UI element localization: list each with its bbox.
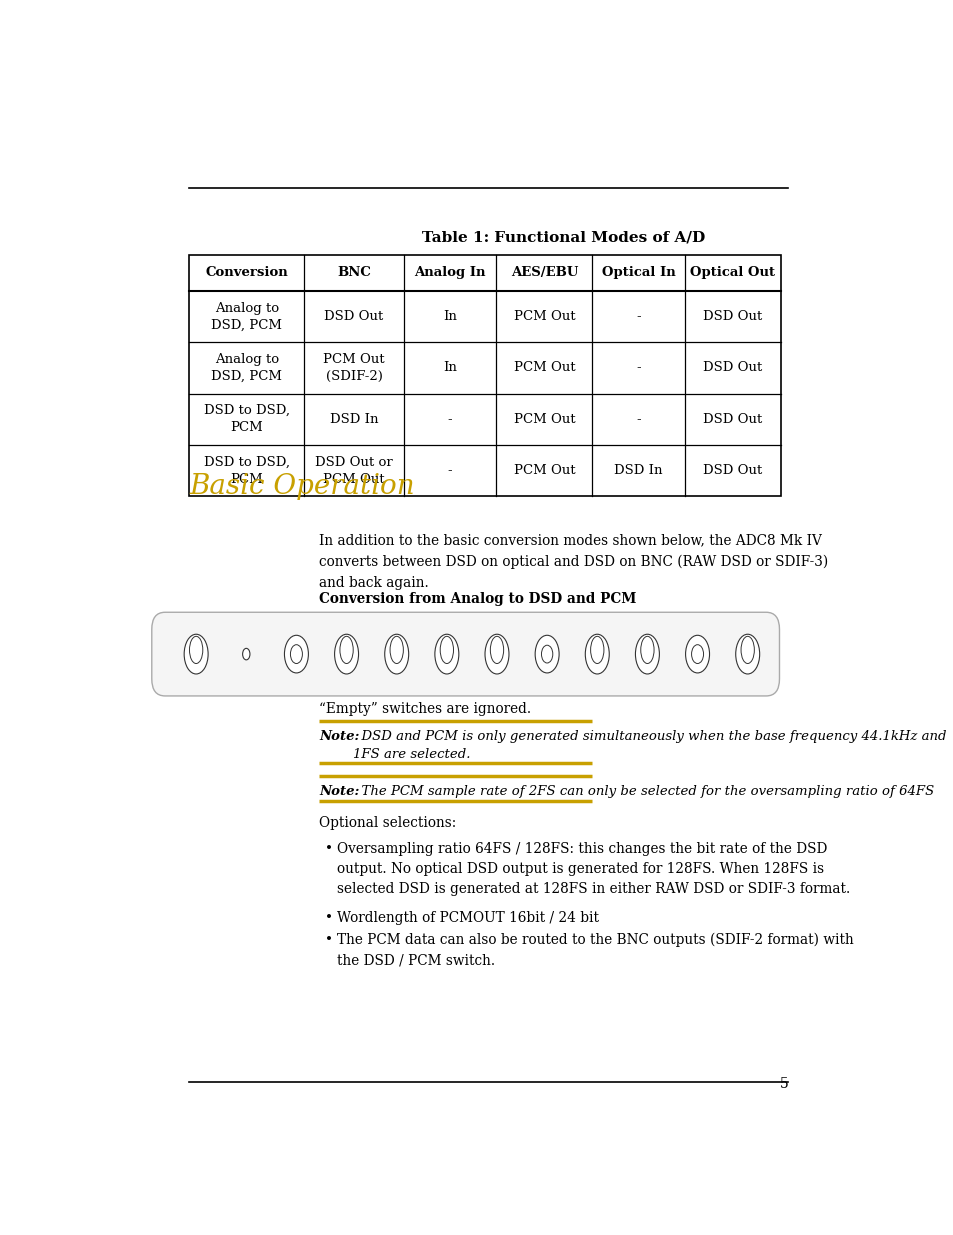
Ellipse shape — [585, 635, 609, 674]
Ellipse shape — [590, 636, 603, 663]
Text: DSD Out or
PCM Out: DSD Out or PCM Out — [314, 456, 393, 485]
Text: DSD to DSD,
PCM: DSD to DSD, PCM — [204, 404, 290, 435]
Ellipse shape — [541, 645, 552, 663]
Text: Conversion from Analog to DSD and PCM: Conversion from Analog to DSD and PCM — [318, 593, 636, 606]
Text: -: - — [636, 362, 640, 374]
Text: Note:: Note: — [318, 730, 359, 743]
Text: PCM Out: PCM Out — [513, 464, 575, 477]
Text: DSD Out: DSD Out — [702, 310, 761, 324]
Text: DSD Out: DSD Out — [324, 310, 383, 324]
Ellipse shape — [735, 635, 759, 674]
Text: PCM Out: PCM Out — [513, 310, 575, 324]
Text: DSD In: DSD In — [614, 464, 662, 477]
Text: The PCM sample rate of 2FS can only be selected for the oversampling ratio of 64: The PCM sample rate of 2FS can only be s… — [353, 785, 933, 798]
Text: DSD and PCM is only generated simultaneously when the base frequency 44.1kHz and: DSD and PCM is only generated simultaneo… — [353, 730, 945, 761]
Text: -: - — [447, 464, 452, 477]
Ellipse shape — [635, 635, 659, 674]
Ellipse shape — [335, 635, 358, 674]
FancyBboxPatch shape — [152, 613, 779, 697]
Text: •: • — [324, 842, 333, 856]
Text: 5: 5 — [779, 1077, 787, 1091]
Text: Note:: Note: — [318, 785, 359, 798]
Ellipse shape — [439, 636, 453, 663]
Text: Optical Out: Optical Out — [690, 267, 775, 279]
Text: Conversion: Conversion — [205, 267, 288, 279]
Ellipse shape — [435, 635, 458, 674]
Text: Basic Operation: Basic Operation — [190, 473, 415, 500]
Text: Optical In: Optical In — [601, 267, 675, 279]
Text: PCM Out
(SDIF-2): PCM Out (SDIF-2) — [323, 353, 384, 383]
Text: Wordlength of PCMOUT 16bit / 24 bit: Wordlength of PCMOUT 16bit / 24 bit — [337, 911, 598, 925]
Text: •: • — [324, 911, 333, 925]
Ellipse shape — [390, 636, 403, 663]
Ellipse shape — [484, 635, 509, 674]
Ellipse shape — [535, 635, 558, 673]
Text: •: • — [324, 932, 333, 947]
Text: In addition to the basic conversion modes shown below, the ADC8 Mk IV
converts b: In addition to the basic conversion mode… — [318, 534, 827, 590]
Text: The PCM data can also be routed to the BNC outputs (SDIF-2 format) with
the DSD : The PCM data can also be routed to the B… — [337, 932, 853, 967]
Text: DSD to DSD,
PCM: DSD to DSD, PCM — [204, 456, 290, 485]
Text: DSD In: DSD In — [330, 412, 377, 426]
Text: -: - — [636, 310, 640, 324]
Text: DSD Out: DSD Out — [702, 464, 761, 477]
Text: Analog to
DSD, PCM: Analog to DSD, PCM — [211, 301, 282, 331]
Text: Analog In: Analog In — [414, 267, 485, 279]
Ellipse shape — [691, 645, 702, 663]
Text: -: - — [636, 412, 640, 426]
Ellipse shape — [242, 648, 250, 659]
Ellipse shape — [640, 636, 654, 663]
Text: In: In — [443, 362, 456, 374]
Text: Oversampling ratio 64FS / 128FS: this changes the bit rate of the DSD
output. No: Oversampling ratio 64FS / 128FS: this ch… — [337, 842, 850, 897]
Text: -: - — [447, 412, 452, 426]
Text: “Empty” switches are ignored.: “Empty” switches are ignored. — [318, 701, 531, 715]
Text: BNC: BNC — [336, 267, 371, 279]
Ellipse shape — [184, 635, 208, 674]
Text: Optional selections:: Optional selections: — [318, 816, 456, 830]
Text: DSD Out: DSD Out — [702, 362, 761, 374]
Ellipse shape — [740, 636, 754, 663]
Text: DSD Out: DSD Out — [702, 412, 761, 426]
Ellipse shape — [190, 636, 203, 663]
Text: Functional Modes of A/D: Functional Modes of A/D — [488, 231, 704, 245]
Ellipse shape — [384, 635, 408, 674]
Text: PCM Out: PCM Out — [513, 412, 575, 426]
Text: PCM Out: PCM Out — [513, 362, 575, 374]
Text: Table 1:: Table 1: — [421, 231, 488, 245]
Ellipse shape — [685, 635, 709, 673]
Text: AES/EBU: AES/EBU — [510, 267, 578, 279]
Ellipse shape — [339, 636, 353, 663]
Ellipse shape — [290, 645, 302, 663]
Text: Analog to
DSD, PCM: Analog to DSD, PCM — [211, 353, 282, 383]
Bar — [190, 254, 781, 496]
Ellipse shape — [490, 636, 503, 663]
Ellipse shape — [284, 635, 308, 673]
Text: In: In — [443, 310, 456, 324]
